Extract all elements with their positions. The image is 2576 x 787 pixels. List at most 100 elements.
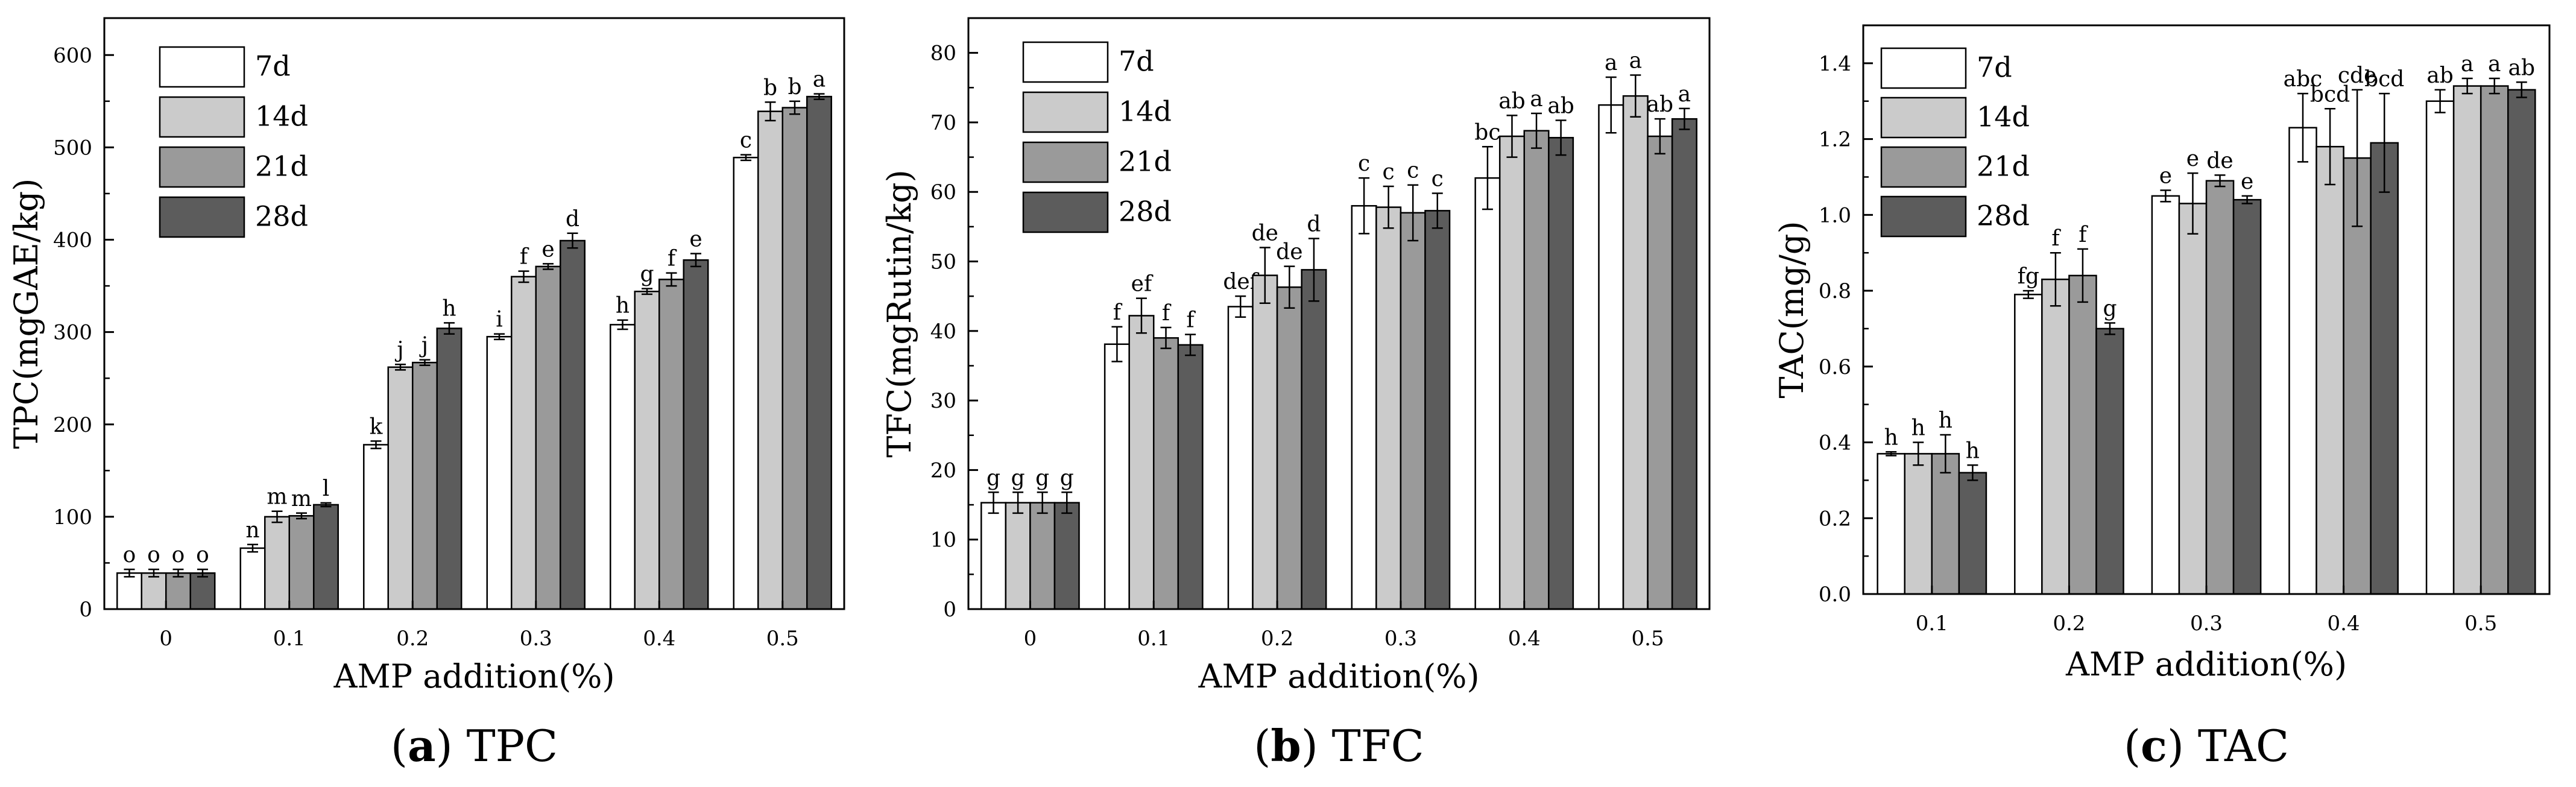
plot-frame xyxy=(967,17,1711,610)
bar xyxy=(2041,278,2070,595)
bar xyxy=(1029,502,1056,610)
bar xyxy=(2178,203,2208,595)
y-tick-label: 100 xyxy=(53,505,92,529)
significance-label: g xyxy=(1011,466,1025,490)
bar xyxy=(1053,502,1080,610)
x-tick-label: 0.5 xyxy=(766,627,799,651)
significance-label: f xyxy=(2051,226,2061,251)
x-tick-label: 0.4 xyxy=(2328,612,2360,636)
bar xyxy=(559,239,586,610)
x-tick-label: 0.3 xyxy=(1384,627,1417,651)
bar xyxy=(658,279,684,610)
bar xyxy=(165,572,191,610)
bar xyxy=(2425,100,2455,595)
significance-label: bcd xyxy=(2364,67,2404,92)
significance-label: f xyxy=(668,247,677,271)
bar xyxy=(1400,212,1426,610)
bar xyxy=(2288,127,2317,595)
bar xyxy=(2370,142,2399,595)
significance-label: a xyxy=(1629,49,1642,74)
legend-label: 28d xyxy=(255,200,308,233)
significance-label: a xyxy=(1678,82,1691,107)
panel-caption: (c) TAC xyxy=(2124,720,2289,771)
legend-swatch xyxy=(1022,91,1109,133)
bar xyxy=(1301,269,1327,610)
significance-label: h xyxy=(1911,416,1925,441)
significance-label: l xyxy=(323,476,330,501)
significance-label: c xyxy=(740,128,752,153)
bar xyxy=(412,361,438,610)
significance-label: g xyxy=(1035,466,1049,490)
significance-label: o xyxy=(123,543,136,567)
significance-label: d xyxy=(566,207,579,232)
bar xyxy=(757,110,784,610)
y-tick-label: 0.2 xyxy=(1819,507,1851,531)
significance-label: de xyxy=(2206,148,2233,173)
legend-swatch xyxy=(1880,96,1967,139)
bar xyxy=(1931,453,1960,595)
caption-letter: ( xyxy=(1254,721,1271,771)
significance-label: h xyxy=(1939,408,1953,433)
significance-label: ab xyxy=(1647,92,1674,117)
significance-label: a xyxy=(1530,87,1542,112)
caption-letter: ) xyxy=(1301,721,1318,771)
significance-label: ab xyxy=(1498,89,1526,113)
bar xyxy=(2316,145,2344,595)
significance-label: m xyxy=(291,487,312,511)
x-tick-label: 0 xyxy=(1024,627,1037,651)
x-tick-label: 0.4 xyxy=(643,627,675,651)
y-tick-label: 60 xyxy=(930,180,956,204)
y-tick-label: 0.8 xyxy=(1819,279,1851,303)
bar xyxy=(1671,118,1697,610)
significance-label: cde xyxy=(2338,63,2377,88)
y-tick-label: 1.4 xyxy=(1819,52,1851,76)
y-tick-label: 0 xyxy=(79,598,92,622)
bar xyxy=(2507,89,2536,595)
significance-label: m xyxy=(267,485,287,510)
legend-label: 7d xyxy=(1977,51,2012,84)
bar xyxy=(1622,95,1649,610)
bar xyxy=(634,291,660,610)
bar xyxy=(733,156,759,610)
x-tick-label: 0.5 xyxy=(2464,612,2497,636)
bar xyxy=(2095,327,2124,595)
significance-label: g xyxy=(2103,297,2117,321)
significance-label: e xyxy=(541,237,554,262)
bar xyxy=(387,366,414,610)
legend-swatch xyxy=(159,146,245,188)
legend-label: 28d xyxy=(1977,200,2030,232)
significance-label: c xyxy=(1358,151,1370,176)
x-tick-label: 0.3 xyxy=(520,627,552,651)
legend-swatch xyxy=(1022,41,1109,83)
legend-label: 7d xyxy=(1119,45,1154,78)
bar xyxy=(1904,453,1933,595)
caption-letter: ( xyxy=(391,721,408,771)
bar xyxy=(1877,453,1905,595)
legend-swatch xyxy=(1880,195,1967,238)
y-tick-label: 200 xyxy=(53,413,92,437)
bar xyxy=(436,327,462,610)
significance-label: f xyxy=(1162,301,1172,326)
legend-swatch xyxy=(1022,141,1109,183)
bar xyxy=(140,572,167,610)
legend-label: 14d xyxy=(1119,95,1172,128)
legend-label: 28d xyxy=(1119,195,1172,228)
bar xyxy=(610,324,636,610)
caption-letter-bold: c xyxy=(2141,720,2167,771)
bar xyxy=(189,572,216,610)
significance-label: d xyxy=(1307,212,1321,236)
y-tick-label: 500 xyxy=(53,136,92,160)
y-tick-label: 1.0 xyxy=(1819,203,1851,227)
significance-label: n xyxy=(245,518,259,543)
legend-label: 21d xyxy=(255,150,308,183)
bar xyxy=(312,504,339,610)
bar xyxy=(511,276,537,610)
significance-label: ef xyxy=(1131,272,1154,297)
significance-label: o xyxy=(147,543,160,567)
legend-swatch xyxy=(1880,47,1967,89)
y-tick-label: 0 xyxy=(943,598,956,622)
bar xyxy=(2205,180,2235,595)
